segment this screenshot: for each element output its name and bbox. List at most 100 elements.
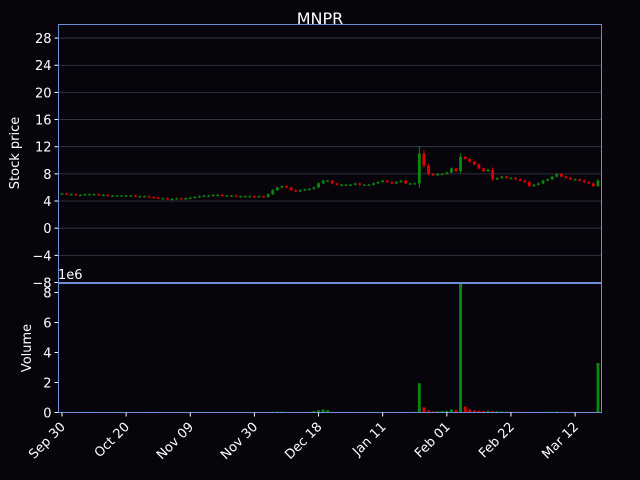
candle-body — [143, 196, 146, 198]
candle-body — [262, 196, 265, 198]
candle-body — [207, 195, 211, 197]
candle-body — [463, 156, 467, 159]
candle-body — [188, 197, 192, 199]
volume-bar — [445, 410, 449, 413]
candle-body — [413, 183, 417, 185]
volume-bar — [459, 283, 462, 413]
candle-body — [596, 180, 600, 187]
candle-body — [303, 189, 307, 191]
candle-body — [294, 190, 298, 192]
volume-y-ticks: 0 2 4 6 8 — [43, 287, 59, 422]
candle-body — [88, 194, 91, 196]
candle-body — [408, 183, 412, 185]
volume-bar — [449, 409, 453, 413]
candle-body — [110, 195, 114, 197]
candle-body — [78, 194, 82, 197]
candle-body — [124, 195, 128, 197]
candle-body — [399, 180, 403, 183]
candle-body — [362, 184, 366, 186]
candle-body — [564, 176, 568, 178]
candle-body — [179, 198, 183, 200]
candle-body — [230, 195, 233, 197]
price-y-ticks: −8 −4 0 4 8 12 16 20 24 28 — [32, 32, 59, 292]
candle-body — [289, 187, 293, 191]
volume-bar — [482, 411, 485, 413]
candle-body — [344, 184, 348, 186]
volume-bar — [326, 410, 330, 413]
candle-body — [436, 173, 440, 176]
candle-body — [198, 196, 201, 198]
candle-body — [427, 165, 430, 174]
candle-body — [514, 177, 517, 180]
candle-body — [298, 190, 302, 192]
candle-body — [115, 195, 119, 197]
candle-body — [546, 179, 550, 181]
candle-body — [486, 169, 490, 172]
price-y-tick-label: 8 — [43, 168, 51, 183]
candle-body — [152, 196, 156, 199]
candle-body — [555, 173, 559, 177]
volume-bar — [495, 411, 499, 413]
candle-body — [106, 194, 110, 197]
candle-body — [376, 182, 380, 184]
volume-bar — [417, 383, 421, 413]
candle-body — [591, 183, 595, 187]
candle-body — [532, 184, 536, 187]
volume-bar — [422, 407, 426, 413]
volume-bar — [468, 409, 472, 413]
candle-body — [317, 183, 320, 188]
candle-body — [285, 186, 288, 188]
candle-body — [367, 184, 371, 186]
candle-body — [101, 194, 105, 197]
price-y-tick-label: 28 — [35, 32, 52, 47]
volume-bar — [321, 409, 325, 413]
price-y-tick-label: 0 — [43, 222, 51, 237]
candle-body — [326, 180, 330, 182]
candle-body — [422, 153, 426, 166]
candle-body — [340, 184, 343, 186]
volume-bar — [463, 406, 467, 413]
candle-body — [147, 196, 151, 198]
candle-body — [381, 180, 385, 183]
price-panel-frame — [58, 24, 602, 283]
volume-bar — [436, 411, 440, 413]
volume-bar — [491, 411, 495, 413]
candle-body — [335, 183, 339, 185]
volume-bar — [472, 410, 476, 413]
candle-body — [582, 180, 586, 183]
candle-body — [216, 194, 220, 197]
candle-body — [92, 194, 96, 196]
candle-body — [161, 198, 165, 200]
candle-body — [165, 198, 169, 200]
volume-bar — [596, 363, 600, 413]
candle-body — [234, 195, 238, 197]
candle-body — [243, 196, 247, 198]
candle-body — [468, 158, 472, 162]
volume-bar — [317, 410, 320, 413]
candle-body — [184, 198, 188, 200]
candle-body — [518, 179, 522, 181]
price-y-tick-label: 4 — [43, 195, 51, 210]
candle-body — [321, 180, 325, 184]
candle-body — [587, 182, 591, 184]
candle-body — [504, 176, 508, 178]
candle-body — [83, 194, 87, 196]
candle-body — [482, 168, 485, 172]
candle-body — [156, 197, 160, 199]
candle-body — [395, 182, 398, 184]
candle-body — [239, 196, 243, 198]
volume-bar — [312, 411, 316, 413]
candle-body — [280, 186, 284, 188]
candle-body — [69, 194, 73, 196]
candle-body — [211, 194, 215, 197]
candle-body — [120, 195, 123, 197]
volume-y-tick-label: 6 — [43, 317, 51, 332]
candle-body — [60, 193, 64, 195]
candle-body — [404, 180, 408, 184]
volume-y-tick-label: 2 — [43, 377, 51, 392]
candle-body — [445, 172, 449, 174]
price-y-tick-label: −4 — [32, 249, 51, 264]
candle-body — [349, 184, 353, 186]
candle-body — [559, 173, 563, 177]
